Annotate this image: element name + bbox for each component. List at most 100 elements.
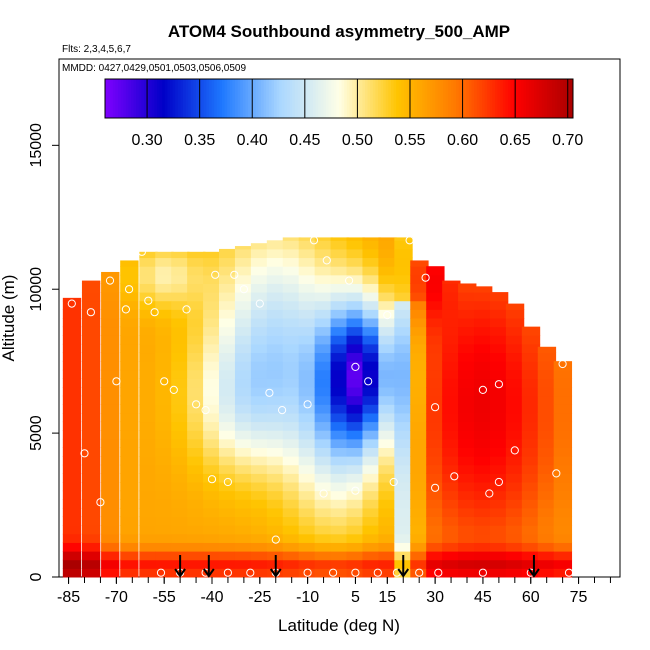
heatmap-cell [171,482,190,492]
heatmap-cell [282,473,302,483]
heatmap-cell [362,237,381,241]
colorbar-segment [474,79,478,118]
colorbar-segment [214,79,218,118]
heatmap-cell [346,525,365,535]
heatmap-cell [219,412,238,423]
heatmap-cell [266,335,286,345]
heatmap-cell [410,326,429,336]
heatmap-cell [394,404,413,414]
heatmap-cell [187,473,206,483]
heatmap-cell [378,335,397,345]
heatmap-cell [458,525,477,535]
heatmap-cell [187,525,206,535]
heatmap-cell [282,237,302,241]
colorbar-segment [565,79,569,118]
heatmap-cell [282,404,302,414]
sample-point [265,388,274,397]
colorbar-segment [359,79,363,118]
heatmap-cell [458,387,477,397]
heatmap-cell [187,292,206,302]
heatmap-cell [298,283,318,293]
heatmap-cell [330,387,349,397]
heatmap-cell [187,266,206,276]
colorbar-segment [401,79,405,118]
heatmap-cell [489,300,509,310]
heatmap-cell [62,309,82,319]
heatmap-cell [234,533,254,543]
heatmap-cell [489,542,509,552]
heatmap-cell [537,438,557,448]
heatmap-cell [489,335,509,345]
heatmap-cell [410,473,429,483]
heatmap-cell [426,352,445,362]
heatmap-cell [234,335,254,345]
heatmap-cell [219,456,238,466]
heatmap-cell [505,387,525,397]
heatmap-cell [62,318,82,328]
heatmap-cell [410,499,429,509]
heatmap-cell [458,542,477,552]
heatmap-cell [521,412,541,423]
heatmap-cell [474,361,493,371]
heatmap-cell [426,369,445,379]
heatmap-cell [298,378,318,388]
heatmap-cell [101,335,120,345]
heatmap-cell [234,248,254,259]
profile-column [426,266,445,578]
heatmap-cell [426,559,445,569]
heatmap-cell [489,568,509,578]
heatmap-cell [346,240,365,250]
colorbar-segment [471,79,475,118]
heatmap-cell [489,551,509,561]
heatmap-cell [234,464,254,474]
heatmap-cell [362,326,381,336]
colorbar-segment [396,79,400,118]
colorbar-segment [521,79,524,118]
heatmap-cell [442,456,461,466]
colorbar-segment [385,79,389,118]
heatmap-cell [489,395,509,405]
heatmap-cell [219,525,238,535]
profile-column [410,260,429,578]
heatmap-cell [314,343,333,354]
heatmap-cell [378,352,397,362]
heatmap-cell [139,482,158,492]
heatmap-cell [298,559,318,569]
colorbar-segment [315,79,319,118]
heatmap-cell [330,490,349,500]
heatmap-cell [537,361,557,371]
heatmap-cell [250,568,270,578]
heatmap-cell [378,292,397,302]
heatmap-cell [346,395,365,405]
heatmap-cell [250,257,270,267]
heatmap-cell [139,421,158,431]
heatmap-cell [394,412,413,423]
heatmap-cell [330,559,349,569]
heatmap-cell [62,473,82,483]
sample-point [201,406,210,415]
colorbar-segment [365,79,368,118]
heatmap-cell [171,412,190,423]
heatmap-cell [187,326,206,336]
heatmap-cell [458,404,477,414]
heatmap-cell [139,412,158,423]
heatmap-cell [266,490,286,500]
heatmap-cell [521,499,541,509]
colorbar-segment [263,79,267,118]
sample-point [478,385,487,394]
colorbar-tick-label: 0.55 [394,132,425,149]
heatmap-cell [410,300,429,310]
heatmap-cell [537,395,557,405]
colorbar-segment [554,79,558,118]
sample-point [319,489,328,498]
heatmap-cell [521,326,541,336]
heatmap-cell [250,292,270,302]
colorbar-tick-label: 0.65 [500,132,531,149]
heatmap-cell [314,533,333,543]
heatmap-cell [410,430,429,440]
heatmap-cell [378,525,397,535]
heatmap-cell [234,292,254,302]
heatmap-cell [378,283,397,293]
heatmap-cell [219,326,238,336]
heatmap-cell [362,318,381,328]
